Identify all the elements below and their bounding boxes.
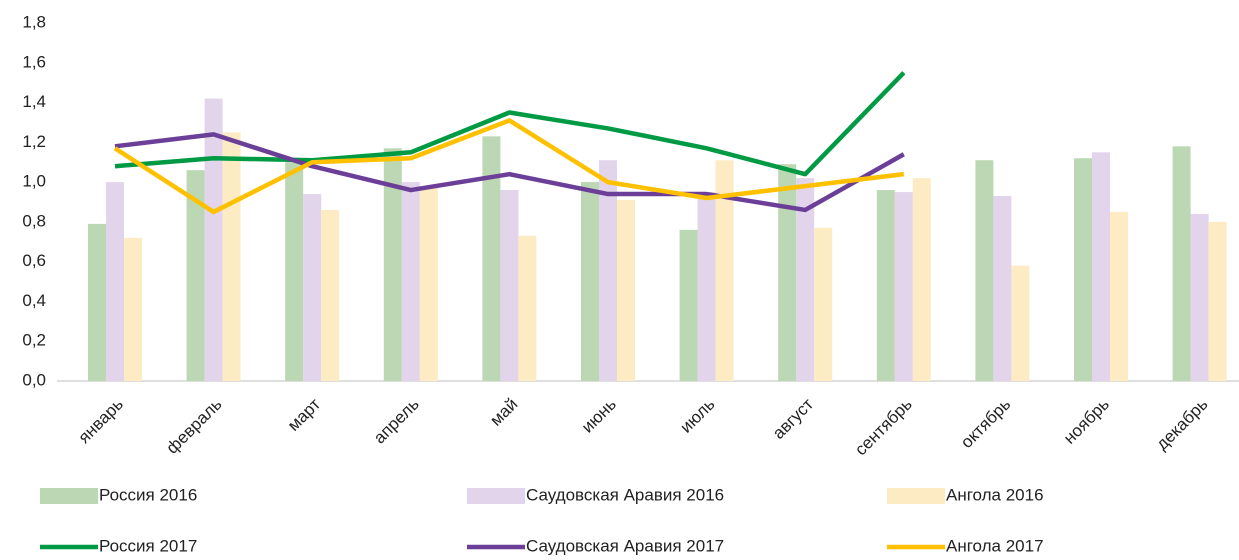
x-tick-label: декабрь — [1152, 394, 1211, 453]
y-tick-label: 1,6 — [22, 52, 46, 71]
bar — [876, 190, 895, 381]
legend-label: Ангола 2016 — [946, 485, 1044, 504]
y-tick-label: 1,2 — [22, 132, 46, 151]
bar — [500, 190, 519, 381]
bar — [796, 178, 815, 381]
legend-label: Россия 2016 — [99, 485, 197, 504]
x-tick-label: январь — [75, 394, 128, 447]
bar — [88, 223, 106, 381]
x-tick-label: апрель — [370, 394, 423, 447]
bar — [419, 186, 438, 381]
bar — [1110, 211, 1128, 381]
bar — [1092, 152, 1110, 381]
x-tick-label: июль — [676, 394, 718, 436]
bar — [303, 194, 322, 381]
bar — [912, 178, 931, 381]
x-tick-label: май — [486, 395, 521, 430]
bar — [383, 148, 402, 381]
x-tick-label: ноябрь — [1060, 394, 1113, 447]
bar — [993, 196, 1012, 381]
y-tick-label: 1,4 — [22, 92, 46, 111]
y-tick-label: 0,4 — [22, 291, 46, 310]
y-tick-label: 0,0 — [22, 370, 46, 389]
legend-label: Россия 2017 — [99, 536, 197, 555]
bar — [186, 170, 205, 381]
bar — [679, 229, 698, 381]
y-tick-label: 0,6 — [22, 251, 46, 270]
bar — [814, 227, 833, 381]
bar — [697, 192, 716, 381]
bar — [285, 162, 304, 381]
x-tick-label: сентябрь — [851, 394, 916, 459]
bar — [778, 164, 797, 381]
bar — [1208, 221, 1227, 381]
bar — [894, 192, 913, 381]
legend-label: Ангола 2017 — [946, 536, 1044, 555]
bar — [222, 132, 241, 381]
bar — [482, 136, 501, 381]
y-tick-label: 1,0 — [22, 172, 46, 191]
y-tick-label: 0,8 — [22, 211, 46, 230]
legend-swatch — [40, 488, 98, 504]
bar — [106, 182, 124, 381]
bar — [124, 237, 142, 381]
y-tick-label: 1,8 — [22, 12, 46, 31]
legend-swatch — [467, 488, 525, 504]
y-tick-label: 0,2 — [22, 331, 46, 350]
bar — [1172, 146, 1191, 381]
x-tick-label: март — [284, 394, 324, 434]
line — [114, 132, 905, 213]
x-tick-label: июнь — [578, 394, 620, 436]
bar — [1011, 265, 1030, 381]
legend-swatch — [887, 488, 945, 504]
bar — [617, 200, 635, 381]
x-tick-label: октябрь — [957, 394, 1014, 451]
legend-label: Саудовская Аравия 2016 — [526, 485, 724, 504]
bar — [204, 98, 223, 382]
bar — [1074, 158, 1092, 381]
bar — [401, 182, 420, 381]
bar — [599, 160, 617, 381]
line — [113, 118, 905, 215]
bar — [518, 235, 537, 381]
legend-label: Саудовская Аравия 2017 — [526, 536, 724, 555]
bar — [975, 160, 994, 381]
bar — [715, 160, 734, 381]
x-tick-label: февраль — [163, 394, 226, 457]
x-tick-label: август — [769, 394, 817, 442]
bar — [581, 182, 599, 381]
bar — [321, 209, 340, 381]
bar — [1190, 213, 1209, 381]
line — [114, 71, 906, 177]
